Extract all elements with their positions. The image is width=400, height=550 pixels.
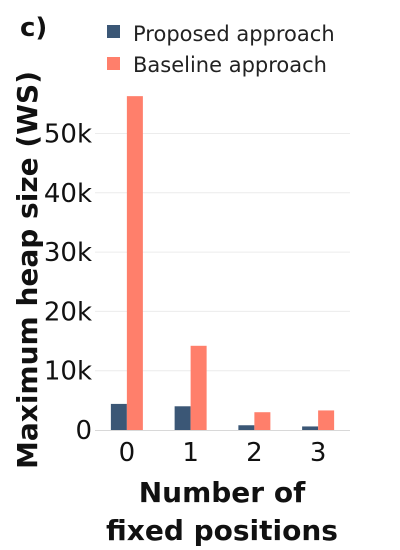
- bar-proposed-0: [110, 403, 127, 430]
- x-tick-label: 2: [246, 438, 263, 468]
- bars: [110, 96, 335, 430]
- y-tick-label: 0: [75, 416, 92, 446]
- legend-swatch-proposed: [107, 25, 120, 38]
- x-tick-labels: 0 1 2 3: [119, 438, 327, 468]
- bar-proposed-2: [238, 425, 255, 430]
- x-axis-title-line1: Number of: [139, 476, 306, 509]
- bar-baseline-0: [126, 96, 143, 430]
- y-tick-label: 10k: [44, 357, 92, 387]
- x-tick-label: 1: [182, 438, 199, 468]
- legend-label-proposed: Proposed approach: [133, 22, 335, 46]
- y-axis-title: Maximum heap size (WS): [11, 71, 44, 469]
- x-axis-title-line2: fixed positions: [106, 514, 338, 547]
- panel-label: c): [20, 13, 47, 43]
- legend-swatch-baseline: [107, 57, 120, 70]
- bar-proposed-3: [302, 426, 319, 430]
- legend: Proposed approach Baseline approach: [107, 22, 335, 77]
- bar-proposed-1: [174, 406, 191, 430]
- y-tick-label: 50k: [44, 120, 92, 150]
- y-tick-labels: 0 10k 20k 30k 40k 50k: [44, 120, 92, 446]
- y-tick-label: 40k: [44, 179, 92, 209]
- x-tick-label: 3: [310, 438, 327, 468]
- bar-baseline-3: [318, 410, 335, 430]
- y-tick-label: 20k: [44, 297, 92, 327]
- bar-baseline-2: [254, 412, 271, 430]
- legend-label-baseline: Baseline approach: [133, 53, 327, 77]
- y-tick-label: 30k: [44, 238, 92, 268]
- x-tick-label: 0: [119, 438, 136, 468]
- bar-baseline-1: [190, 345, 207, 430]
